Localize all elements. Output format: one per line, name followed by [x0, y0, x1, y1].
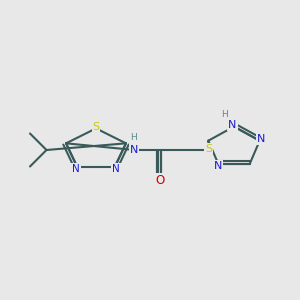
Text: N: N [214, 161, 222, 171]
Text: S: S [205, 143, 212, 154]
Text: N: N [228, 120, 237, 130]
Text: N: N [257, 134, 266, 145]
Text: N: N [72, 164, 80, 174]
Text: N: N [130, 145, 139, 155]
Text: S: S [92, 122, 100, 132]
Text: H: H [130, 133, 137, 142]
Text: O: O [156, 174, 165, 187]
Text: H: H [222, 110, 228, 118]
Text: N: N [112, 164, 120, 174]
